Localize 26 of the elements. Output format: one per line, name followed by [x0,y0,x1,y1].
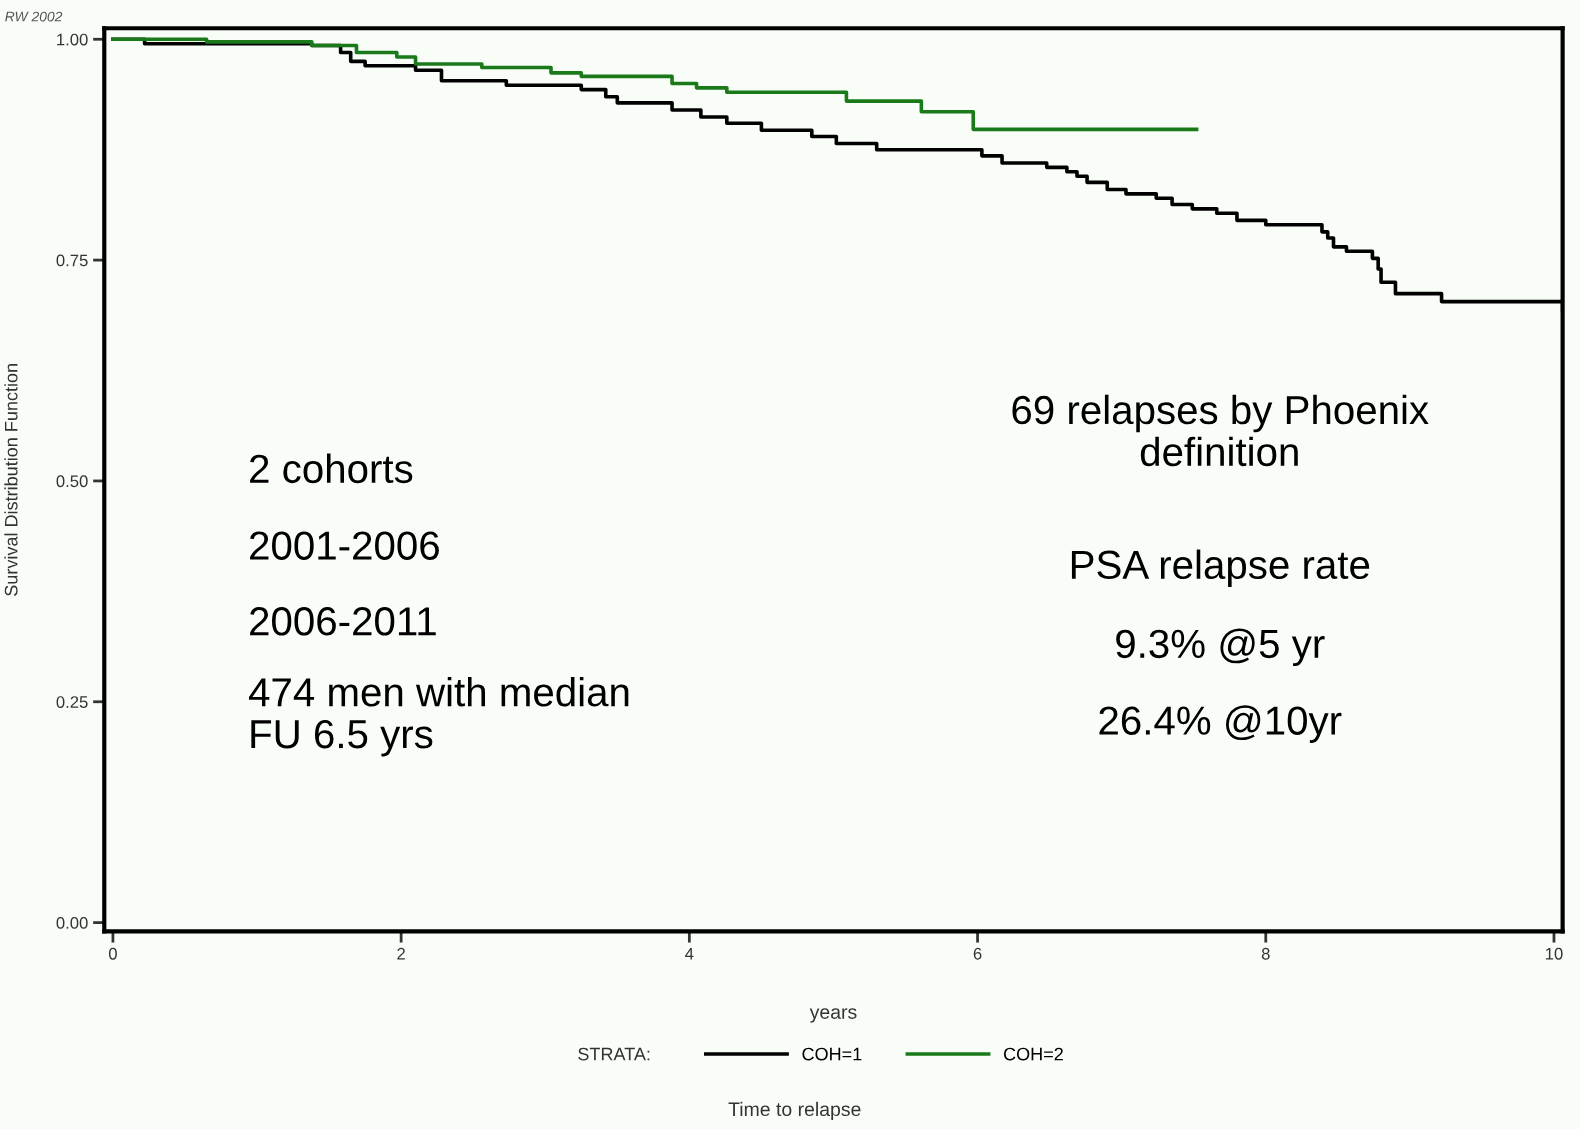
x-tick-label: 0 [108,947,117,960]
annotation: 2 cohorts [250,453,413,484]
x-tick-label: 6 [973,947,982,960]
y-tick-label: 0.75 [56,254,88,267]
x-tick-label: 8 [1261,947,1270,960]
annotation: 69 relapses by Phoenix definition [1012,394,1429,467]
y-tick-label: 0.50 [56,475,88,488]
annotation: 26.4% @10yr [1099,705,1342,743]
legend-label: COH=2 [1003,1047,1063,1061]
annotation: PSA relapse rate [1071,549,1370,588]
y-tick-label: 0.25 [56,696,88,708]
annotation: 9.3% @5 yr [1116,628,1325,667]
y-tick-label: 1.00 [57,33,88,46]
text: Time to relapse [728,1101,861,1120]
text: RW 2002 [5,11,63,22]
y-tick-label: 0.00 [56,916,88,929]
x-tick-label: 2 [397,947,405,960]
annotation: 2001-2006 [250,531,439,560]
legend-title: STRATA: [578,1047,650,1061]
y-axis-title: Survival Distribution Function [4,364,18,596]
annotation: 474 men with median FU 6.5 yrs [248,676,629,757]
x-tick-label: 4 [685,948,694,960]
annotation: 2006-2011 [250,607,436,636]
x-axis-title: years [809,1008,857,1023]
legend-label: COH=1 [802,1047,862,1061]
x-tick-label: 10 [1545,947,1563,960]
